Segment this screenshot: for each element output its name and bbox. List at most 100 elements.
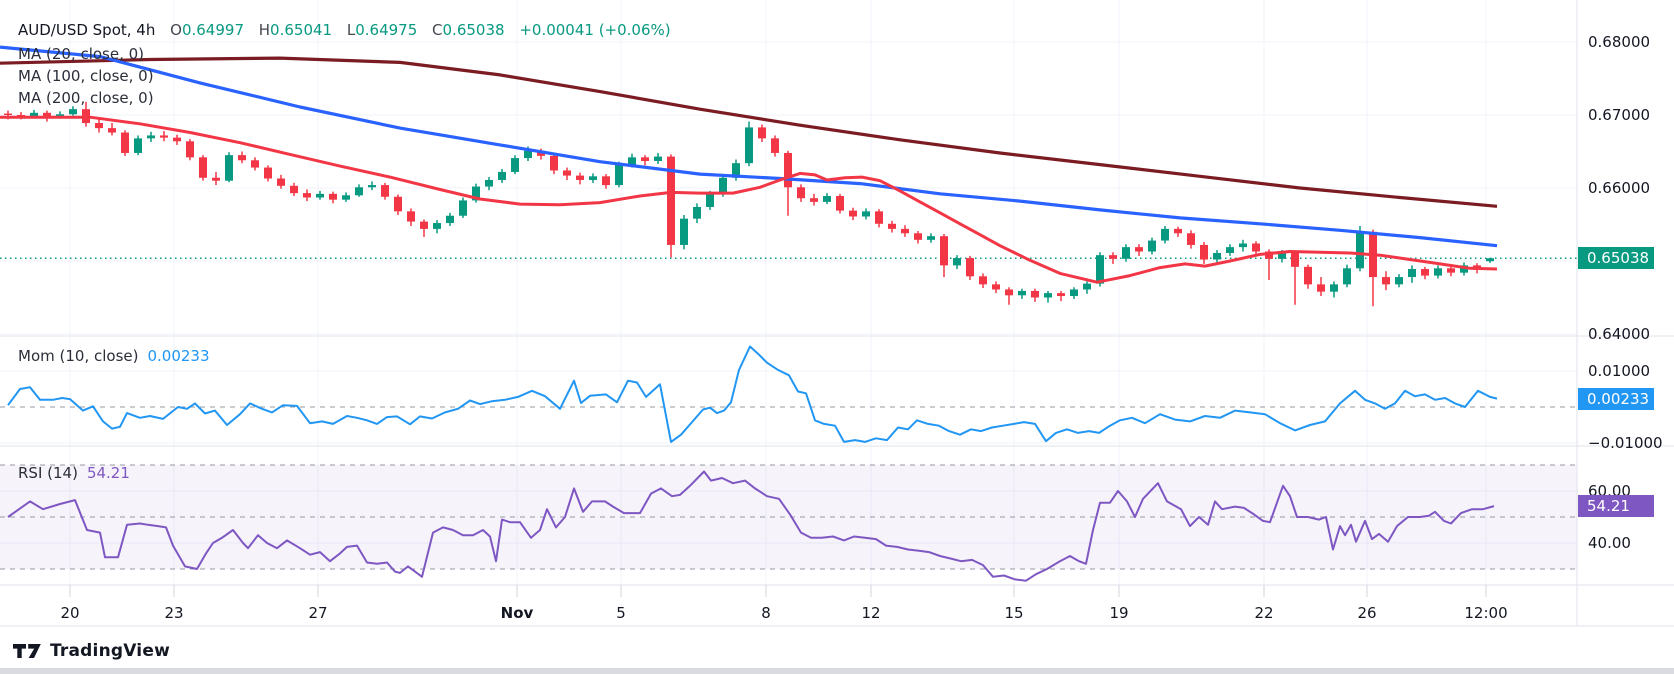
chart-canvas[interactable]: [0, 0, 1674, 628]
candle-body: [1135, 247, 1143, 252]
candle-body: [875, 211, 883, 224]
ma100-line: [0, 45, 1498, 248]
candle-body: [615, 164, 623, 186]
candle-body: [1447, 268, 1455, 273]
candle-body: [953, 258, 961, 266]
candle-body: [1096, 255, 1104, 284]
candle-body: [927, 236, 935, 240]
candle-body: [1317, 284, 1325, 292]
candle-body: [992, 284, 1000, 290]
candle-body: [186, 141, 194, 158]
candle-body: [576, 175, 584, 180]
candle-body: [1109, 255, 1117, 259]
candle-body: [394, 196, 402, 212]
rsi-line: [7, 470, 1495, 582]
candle-body: [836, 196, 844, 211]
candle-body: [1031, 290, 1039, 298]
candle-body: [446, 215, 454, 224]
candle-body: [667, 156, 675, 245]
candle-body: [1148, 240, 1156, 252]
candle-body: [1122, 247, 1130, 259]
candle-body: [1213, 252, 1221, 260]
candle-body: [641, 157, 649, 161]
candle-body: [602, 176, 610, 186]
candle-body: [316, 193, 324, 198]
candle-body: [732, 163, 740, 178]
candle-body: [966, 258, 974, 277]
candle-body: [1252, 243, 1260, 252]
candle-body: [212, 177, 220, 181]
candle-body: [199, 157, 207, 178]
candle-body: [706, 193, 714, 207]
candle-body: [173, 137, 181, 142]
candle-body: [303, 193, 311, 198]
candle-body: [745, 127, 753, 164]
candle-body: [160, 135, 168, 138]
candle-body: [433, 223, 441, 229]
candle-body: [459, 200, 467, 216]
candle-body: [1408, 269, 1416, 278]
candle-body: [901, 228, 909, 234]
momentum-line: [7, 345, 1498, 443]
candle-body: [1070, 289, 1078, 297]
candle-body: [589, 176, 597, 180]
candle-body: [1291, 252, 1299, 267]
candle-body: [407, 211, 415, 222]
candle-body: [4, 113, 12, 115]
candle-body: [108, 128, 116, 133]
tradingview-logo[interactable]: TradingView: [13, 641, 170, 661]
candle-body: [1200, 244, 1208, 260]
candle-body: [563, 170, 571, 176]
candle-body: [719, 177, 727, 194]
candle-body: [784, 152, 792, 188]
candle-body: [1486, 258, 1494, 262]
candle-body: [147, 135, 155, 139]
candle-body: [1343, 268, 1351, 285]
candle-body: [121, 132, 129, 153]
candle-body: [1356, 231, 1364, 269]
candle-body: [485, 179, 493, 187]
bottom-edge-strip: [0, 668, 1674, 674]
candle-body: [550, 155, 558, 171]
candle-body: [95, 123, 103, 129]
candle-body: [940, 236, 948, 266]
candle-body: [1044, 293, 1052, 298]
candle-body: [1005, 289, 1013, 296]
candle-body: [693, 206, 701, 219]
candle-body: [888, 223, 896, 229]
candle-body: [134, 138, 142, 153]
candle-body: [225, 155, 233, 181]
candle-body: [355, 187, 363, 196]
candle-body: [511, 158, 519, 172]
candle-body: [30, 112, 38, 117]
ma200-line: [0, 56, 1498, 208]
candle-body: [1460, 265, 1468, 273]
candle-body: [1395, 277, 1403, 285]
candle-body: [329, 193, 337, 200]
candle-body: [1265, 251, 1273, 259]
candle-body: [862, 211, 870, 217]
candle-body: [381, 185, 389, 197]
candle-body: [1187, 233, 1195, 245]
candle-body: [1434, 268, 1442, 276]
candle-body: [1239, 243, 1247, 248]
candle-body: [524, 150, 532, 159]
candle-body: [914, 233, 922, 240]
candle-body: [264, 167, 272, 179]
candle-body: [979, 276, 987, 285]
tradingview-logo-icon: [13, 644, 41, 658]
candle-body: [654, 156, 662, 161]
candle-body: [1161, 228, 1169, 241]
candle-body: [368, 185, 376, 188]
candle-body: [1018, 290, 1026, 296]
candle-body: [472, 186, 480, 201]
candle-body: [498, 171, 506, 180]
candle-body: [43, 112, 51, 118]
candle-body: [1057, 293, 1065, 297]
candle-body: [849, 210, 857, 217]
candle-body: [823, 196, 831, 202]
candle-body: [810, 198, 818, 202]
candle-body: [771, 138, 779, 153]
candle-body: [1083, 283, 1091, 290]
